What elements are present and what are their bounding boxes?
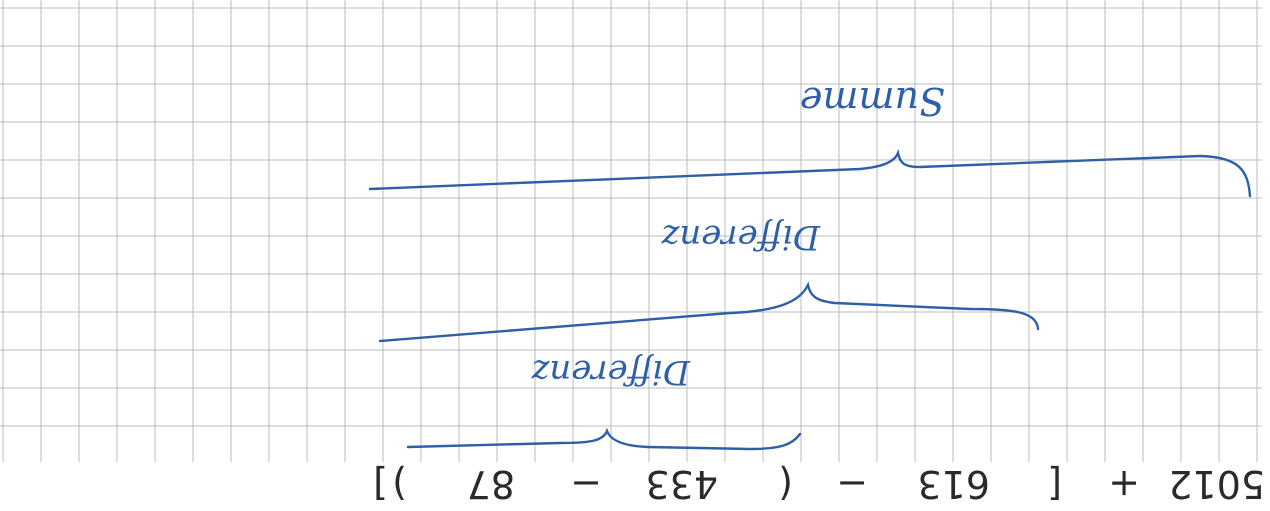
rotated-content: 5012 + [ 613 − ( 433 − 87 ) ] Differenz …: [368, 79, 1265, 506]
middle-brace-label: Differenz: [660, 217, 821, 257]
plus-sign: +: [1108, 462, 1140, 506]
close-paren: ): [392, 462, 407, 506]
term-433: 433: [645, 462, 718, 506]
square-grid: [0, 0, 1262, 462]
open-paren: (: [778, 462, 793, 506]
inner-brace: [406, 427, 802, 451]
outer-brace: [368, 148, 1252, 198]
term-613: 613: [917, 462, 990, 506]
close-bracket: ]: [373, 462, 388, 506]
inner-brace-label: Differenz: [530, 352, 691, 392]
open-bracket: [: [1047, 462, 1062, 506]
minus-sign-2: −: [570, 462, 602, 506]
middle-brace: [378, 281, 1040, 343]
math-expression: 5012 + [ 613 − ( 433 − 87 ) ]: [373, 462, 1265, 506]
minus-sign-1: −: [836, 462, 868, 506]
term-87: 87: [467, 462, 515, 506]
outer-brace-label: Summe: [800, 79, 945, 123]
term-5012: 5012: [1168, 462, 1265, 506]
